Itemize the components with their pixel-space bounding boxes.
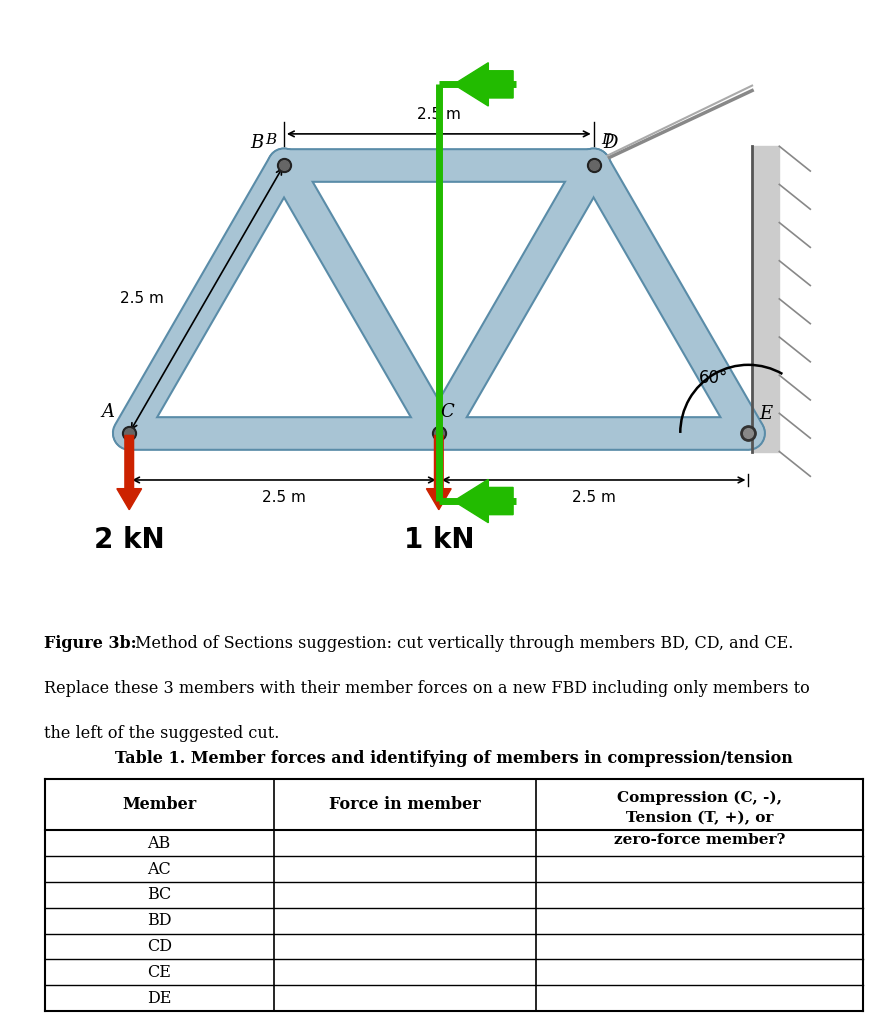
Text: Compression (C, -),: Compression (C, -), [617, 791, 782, 805]
Text: BC: BC [147, 887, 171, 903]
Text: the left of the suggested cut.: the left of the suggested cut. [44, 725, 279, 742]
FancyArrow shape [454, 62, 514, 106]
Text: Tension (T, +), or: Tension (T, +), or [626, 811, 773, 825]
Text: zero-force member?: zero-force member? [614, 833, 785, 847]
Text: Table 1. Member forces and identifying of members in compression/tension: Table 1. Member forces and identifying o… [115, 751, 793, 767]
FancyArrow shape [426, 435, 451, 510]
Text: 2.5 m: 2.5 m [120, 292, 164, 306]
Text: D: D [601, 133, 613, 147]
Text: 2 kN: 2 kN [94, 525, 165, 554]
Text: E: E [759, 406, 773, 423]
Text: CD: CD [147, 938, 172, 955]
Text: AB: AB [148, 835, 171, 852]
Text: Replace these 3 members with their member forces on a new FBD including only mem: Replace these 3 members with their membe… [44, 680, 810, 697]
FancyArrow shape [117, 435, 142, 510]
FancyArrow shape [454, 479, 514, 522]
Text: DE: DE [147, 989, 171, 1007]
Text: AC: AC [147, 860, 171, 878]
Text: 2.5 m: 2.5 m [571, 489, 616, 505]
Text: Member: Member [122, 797, 197, 813]
Text: A: A [101, 402, 115, 421]
Text: D: D [603, 134, 619, 153]
Text: 1 kN: 1 kN [403, 525, 474, 554]
Text: B: B [265, 133, 277, 147]
Text: Force in member: Force in member [329, 797, 481, 813]
Text: C: C [441, 402, 455, 421]
Bar [752, 146, 780, 452]
Text: B: B [250, 134, 263, 153]
Text: CE: CE [147, 964, 171, 981]
Text: Method of Sections suggestion: cut vertically through members BD, CD, and CE.: Method of Sections suggestion: cut verti… [131, 635, 794, 652]
Text: 60°: 60° [699, 370, 728, 387]
Text: 2.5 m: 2.5 m [417, 106, 461, 122]
Text: Figure 3b:: Figure 3b: [44, 635, 137, 652]
Text: BD: BD [147, 912, 172, 929]
Text: 2.5 m: 2.5 m [262, 489, 306, 505]
